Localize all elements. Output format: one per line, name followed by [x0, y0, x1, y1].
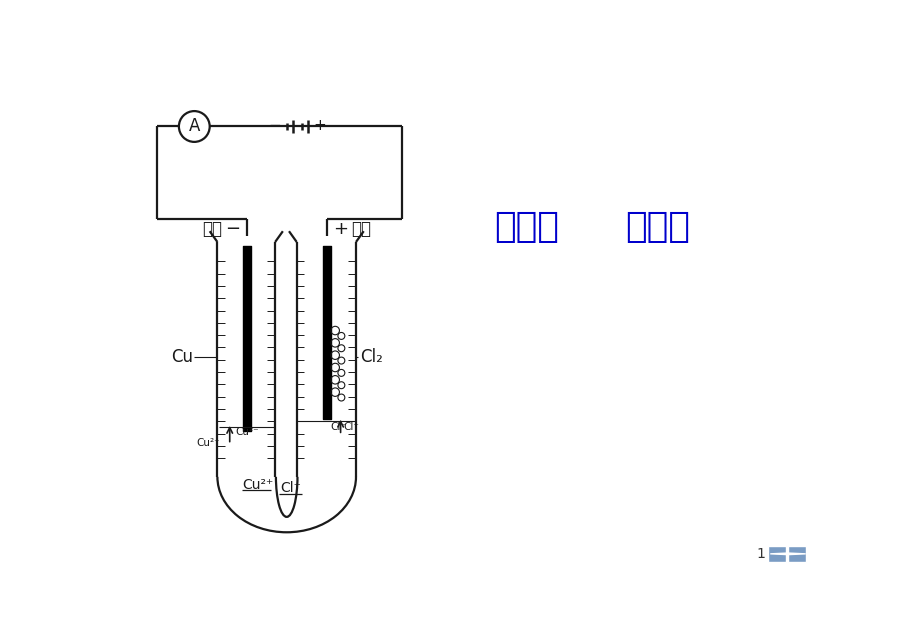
- Text: 阳极: 阳极: [351, 220, 371, 238]
- Text: 1: 1: [755, 547, 765, 561]
- Text: Cl⁻: Cl⁻: [330, 422, 346, 432]
- Text: A: A: [188, 117, 199, 136]
- Text: −: −: [225, 220, 240, 238]
- Text: 电解池: 电解池: [625, 210, 689, 243]
- Text: Cl⁻: Cl⁻: [344, 422, 359, 432]
- FancyBboxPatch shape: [767, 546, 786, 562]
- FancyBboxPatch shape: [787, 546, 806, 562]
- Text: Cu²⁺: Cu²⁺: [242, 478, 273, 492]
- Text: 第三节: 第三节: [494, 210, 559, 243]
- Text: Cl₂: Cl₂: [359, 348, 382, 366]
- Text: Cu: Cu: [171, 348, 193, 366]
- Polygon shape: [788, 553, 805, 555]
- Text: Cl⁻: Cl⁻: [279, 482, 301, 496]
- Text: −: −: [268, 118, 281, 133]
- Text: 阴极: 阴极: [202, 220, 221, 238]
- Polygon shape: [769, 553, 787, 555]
- Text: +: +: [313, 118, 326, 133]
- Text: +: +: [333, 220, 347, 238]
- Text: Cu²⁻: Cu²⁻: [235, 427, 258, 437]
- Text: Cu²⁺: Cu²⁺: [196, 438, 220, 448]
